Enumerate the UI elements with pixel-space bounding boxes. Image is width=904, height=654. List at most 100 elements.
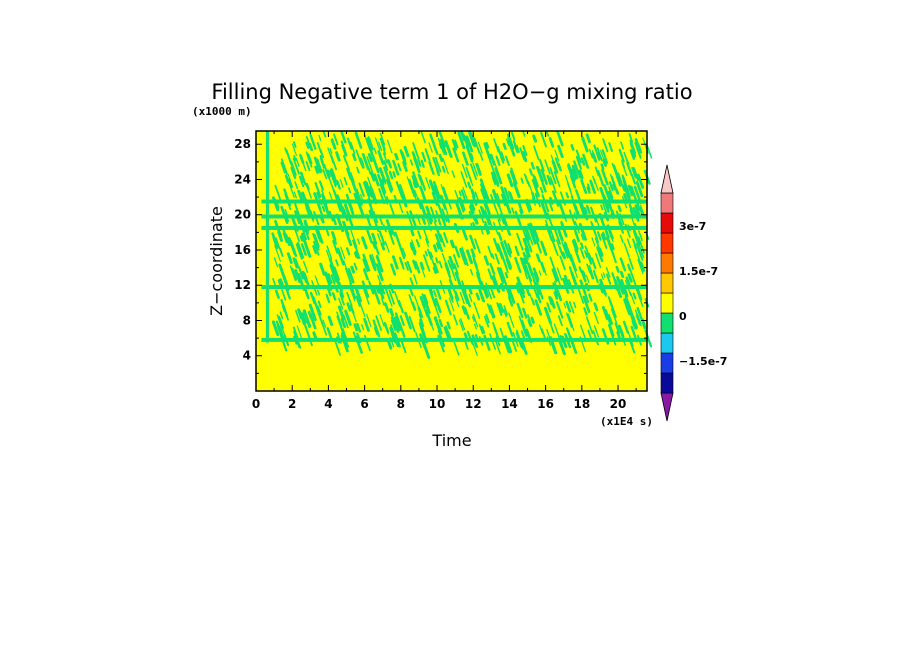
- contour-patch: [497, 218, 503, 232]
- contour-patch: [461, 280, 467, 293]
- contour-patch: [340, 334, 349, 353]
- contour-patch: [347, 187, 352, 194]
- contour-patch: [519, 340, 525, 350]
- contour-patch: [511, 207, 515, 215]
- contour-patch: [427, 248, 433, 260]
- contour-patch: [621, 184, 626, 192]
- contour-patch: [441, 216, 447, 228]
- colorbar-label: 1.5e-7: [679, 265, 718, 278]
- contour-patch: [355, 288, 362, 303]
- contour-patch: [505, 138, 510, 147]
- contour-patch: [500, 251, 508, 269]
- contour-patch: [592, 330, 599, 346]
- contour-patch: [371, 232, 378, 245]
- contour-patch: [568, 301, 575, 314]
- contour-patch: [362, 181, 370, 197]
- contour-patch: [369, 284, 375, 295]
- contour-patch: [628, 257, 634, 270]
- contour-patch: [376, 286, 381, 294]
- contour-patch: [411, 239, 417, 253]
- contour-patch: [375, 263, 384, 282]
- contour-patch: [292, 157, 300, 175]
- contour-patch: [596, 246, 604, 263]
- contour-patch: [550, 236, 558, 252]
- contour-patch: [280, 205, 289, 224]
- contour-patch: [616, 331, 621, 339]
- contour-patch: [586, 183, 591, 191]
- contour-patch: [527, 200, 533, 211]
- contour-patch: [453, 254, 460, 268]
- contour-patch: [316, 305, 322, 316]
- contour-patch: [319, 148, 325, 159]
- contour-patch: [619, 234, 624, 244]
- contour-patch: [291, 143, 297, 157]
- contour-patch: [623, 193, 629, 204]
- contour-patch: [478, 288, 486, 303]
- colorbar-segment: [660, 372, 674, 394]
- contour-patch: [327, 147, 334, 164]
- contour-patch: [387, 159, 393, 169]
- contour-patch: [450, 239, 456, 248]
- contour-patch: [512, 140, 518, 150]
- contour-patch: [575, 189, 581, 202]
- contour-patch: [400, 339, 407, 354]
- contour-patch: [337, 281, 343, 292]
- contour-patch: [585, 316, 591, 327]
- contour-patch: [629, 291, 636, 305]
- contour-patch: [425, 205, 434, 223]
- contour-patch: [527, 331, 533, 344]
- contour-patch: [582, 295, 591, 313]
- contour-patch: [459, 137, 464, 145]
- contour-patch: [411, 301, 417, 311]
- contour-patch: [499, 282, 505, 292]
- contour-patch: [618, 148, 625, 163]
- contour-patch: [305, 266, 309, 273]
- contour-patch: [631, 166, 637, 179]
- contour-patch: [314, 165, 319, 174]
- x-tick-label: 4: [324, 397, 332, 411]
- contour-patch: [406, 210, 414, 228]
- contour-patch: [503, 305, 509, 316]
- contour-patch: [293, 330, 301, 349]
- contour-patch: [495, 209, 501, 222]
- contour-patch: [501, 193, 505, 200]
- contour-patch: [519, 209, 523, 216]
- contour-patch: [495, 155, 501, 166]
- contour-patch: [300, 243, 307, 256]
- colorbar-label: 3e-7: [679, 220, 706, 233]
- contour-patch: [394, 316, 402, 331]
- contour-patch: [432, 266, 438, 274]
- contour-patch: [417, 306, 424, 318]
- contour-patch: [299, 153, 307, 172]
- contour-patch: [284, 193, 292, 211]
- contour-patch: [319, 157, 326, 169]
- contour-patch: [613, 164, 619, 176]
- contour-patch: [327, 315, 334, 327]
- contour-patch: [423, 300, 431, 314]
- contour-patch: [369, 254, 377, 272]
- contour-patch: [438, 318, 443, 327]
- contour-patch: [602, 203, 608, 214]
- contour-patch: [472, 313, 479, 328]
- contour-patch: [630, 325, 638, 343]
- contour-patch: [524, 264, 533, 282]
- contour-patch: [478, 323, 484, 335]
- contour-patch: [527, 223, 535, 241]
- contour-patch: [639, 261, 646, 272]
- contour-patches: [261, 130, 653, 359]
- contour-patch: [390, 226, 396, 237]
- contour-patch: [569, 175, 577, 189]
- contour-patch: [483, 200, 491, 215]
- contour-patch: [554, 171, 560, 184]
- contour-patch: [307, 207, 314, 223]
- contour-patch: [278, 263, 287, 281]
- contour-patch: [397, 163, 402, 172]
- contour-patch: [302, 309, 312, 328]
- contour-patch: [297, 266, 304, 280]
- contour-patch: [327, 273, 333, 284]
- contour-patch: [617, 204, 622, 213]
- contour-patch: [627, 184, 634, 197]
- contour-patch: [575, 149, 582, 164]
- contour-patch: [379, 132, 386, 146]
- contour-patch: [489, 308, 494, 319]
